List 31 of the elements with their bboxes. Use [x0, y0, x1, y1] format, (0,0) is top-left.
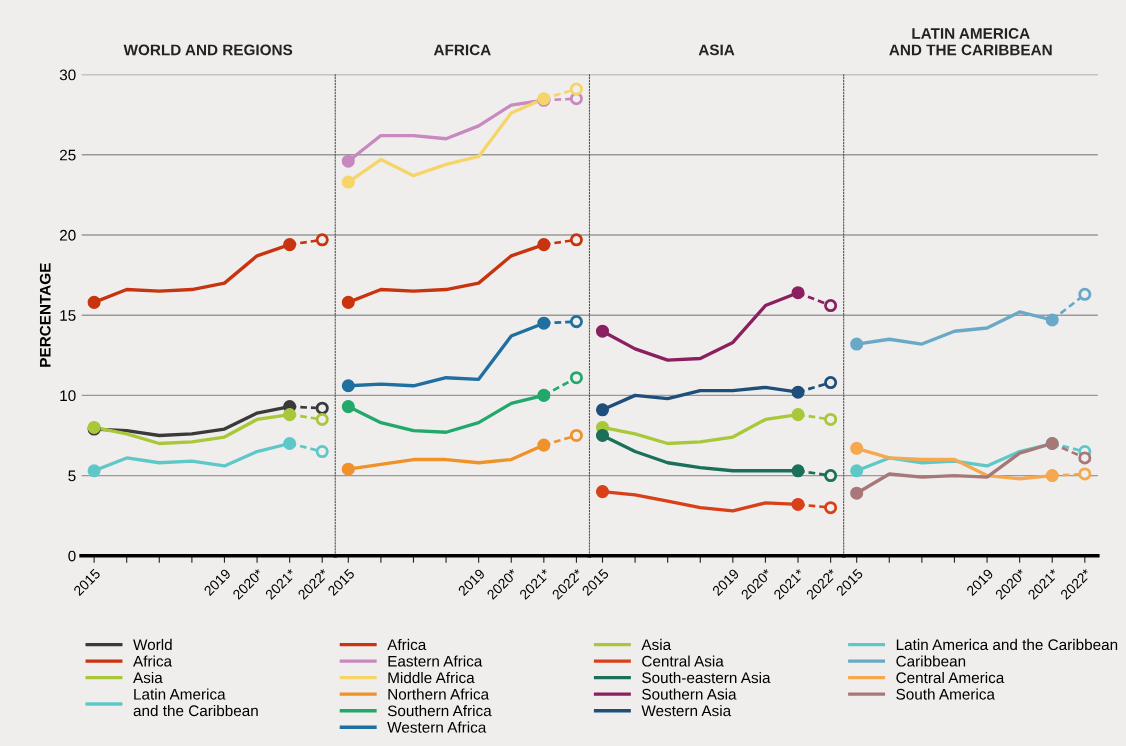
chart-title: ASIA [698, 44, 735, 56]
legend-label: Western Asia [641, 705, 732, 717]
y-tick-label: 15 [60, 310, 76, 321]
legend-label: Latin America and the Caribbean [896, 638, 1118, 651]
legend-label: Central Asia [642, 655, 724, 667]
chart-title: AFRICA [433, 44, 491, 56]
y-tick-label: 0 [68, 550, 76, 562]
legend-label: Middle Africa [388, 671, 475, 684]
y-axis-title: PERCENTAGE [39, 263, 51, 367]
legend-label: South-eastern Asia [642, 671, 771, 684]
legend-label: South America [896, 688, 995, 700]
legend-label: Asia [133, 671, 163, 684]
legend-label: World [133, 638, 172, 651]
y-tick-label: 20 [59, 229, 76, 241]
legend-label: Northern Africa [388, 688, 490, 700]
y-tick-label: 30 [59, 69, 76, 81]
legend-label: Asia [641, 638, 672, 651]
legend-label: Africa [133, 655, 173, 667]
legend-label: Africa [387, 638, 427, 651]
legend-label: Central America [896, 671, 1005, 684]
legend-label: Southern Africa [387, 705, 492, 717]
y-tick-label: 5 [68, 470, 76, 482]
chart-title: LATIN AMERICA AND THE CARIBBEAN [889, 28, 1052, 56]
legend-label: Caribbean [896, 655, 966, 667]
legend-label: Eastern Africa [388, 655, 483, 667]
legend-label: Latin America and the Caribbean [133, 688, 258, 717]
y-tick-label: 10 [60, 390, 76, 402]
chart-title: WORLD AND REGIONS [123, 44, 293, 56]
legend-label: Western Africa [387, 721, 487, 733]
y-tick-label: 25 [59, 149, 76, 161]
legend-label: Southern Asia [642, 688, 737, 700]
